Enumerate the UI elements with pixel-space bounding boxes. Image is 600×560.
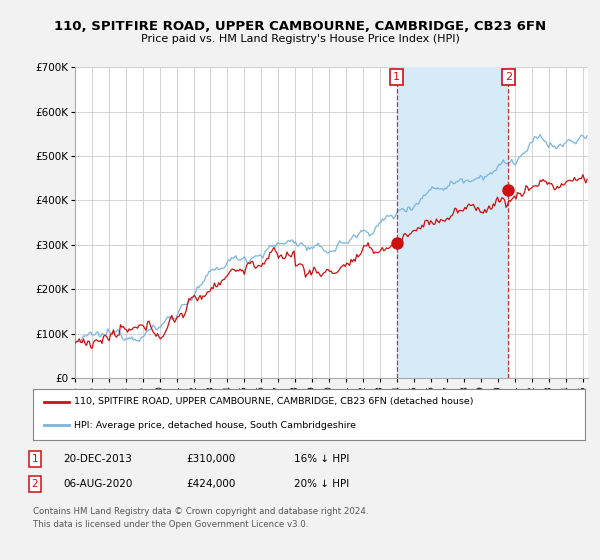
Text: Contains HM Land Registry data © Crown copyright and database right 2024.
This d: Contains HM Land Registry data © Crown c… — [33, 507, 368, 529]
Text: 16% ↓ HPI: 16% ↓ HPI — [294, 454, 349, 464]
Bar — [397, 67, 508, 378]
Text: 110, SPITFIRE ROAD, UPPER CAMBOURNE, CAMBRIDGE, CB23 6FN (detached house): 110, SPITFIRE ROAD, UPPER CAMBOURNE, CAM… — [74, 397, 474, 407]
Text: £310,000: £310,000 — [186, 454, 235, 464]
Text: £424,000: £424,000 — [186, 479, 235, 489]
Text: 1: 1 — [393, 72, 400, 82]
Text: 20-DEC-2013: 20-DEC-2013 — [63, 454, 132, 464]
Text: Price paid vs. HM Land Registry's House Price Index (HPI): Price paid vs. HM Land Registry's House … — [140, 34, 460, 44]
Text: 06-AUG-2020: 06-AUG-2020 — [63, 479, 133, 489]
Text: HPI: Average price, detached house, South Cambridgeshire: HPI: Average price, detached house, Sout… — [74, 421, 356, 430]
Text: 1: 1 — [31, 454, 38, 464]
Text: 2: 2 — [31, 479, 38, 489]
Text: 20% ↓ HPI: 20% ↓ HPI — [294, 479, 349, 489]
Text: 2: 2 — [505, 72, 512, 82]
Text: 110, SPITFIRE ROAD, UPPER CAMBOURNE, CAMBRIDGE, CB23 6FN: 110, SPITFIRE ROAD, UPPER CAMBOURNE, CAM… — [54, 20, 546, 32]
